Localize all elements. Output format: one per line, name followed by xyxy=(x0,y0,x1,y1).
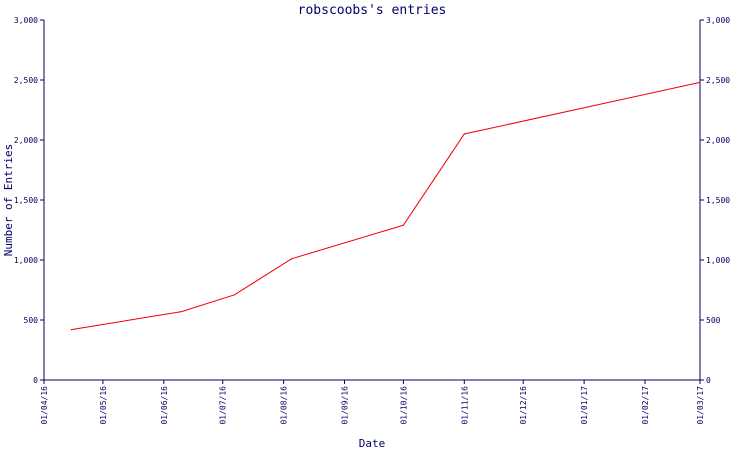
y-tick-label: 1,500 xyxy=(14,196,38,205)
plot-frame xyxy=(43,20,701,381)
x-tick-label: 01/08/16 xyxy=(280,386,289,425)
x-tick-label: 01/12/16 xyxy=(519,386,528,425)
y-tick-label: 0 xyxy=(33,376,38,385)
data-point xyxy=(180,311,183,313)
x-tick-label: 01/07/16 xyxy=(219,386,228,425)
x-tick-label: 01/11/16 xyxy=(460,386,469,425)
data-point xyxy=(233,294,236,296)
x-tick-label: 01/02/17 xyxy=(641,386,650,425)
x-tick-label: 01/09/16 xyxy=(341,386,350,425)
y-tick-label-right: 3,000 xyxy=(706,16,730,25)
series-layer xyxy=(70,81,701,331)
y-tick-label: 2,500 xyxy=(14,76,38,85)
y-tick-label-right: 2,000 xyxy=(706,136,730,145)
y-tick-label: 500 xyxy=(24,316,39,325)
y-tick-label-right: 0 xyxy=(706,376,711,385)
y-tick-label-right: 500 xyxy=(706,316,721,325)
x-tick-label: 01/03/17 xyxy=(696,386,705,425)
x-axis: 01/04/16 01/05/16 01/06/16 01/07/16 01/08/16… xyxy=(40,380,705,425)
data-point xyxy=(463,133,465,135)
y-tick-label-right: 1,500 xyxy=(706,196,730,205)
y-axis-right: 0 500 1,000 1,500 2,000 2,500 3,000 xyxy=(700,16,730,385)
x-tick-label: 01/05/16 xyxy=(99,386,108,425)
x-tick-label: 01/01/17 xyxy=(580,386,589,425)
chart-title: robscoobs's entries xyxy=(298,3,447,18)
x-tick-label: 01/10/16 xyxy=(399,386,408,425)
y-tick-label: 1,000 xyxy=(14,256,38,265)
y-tick-label-right: 1,000 xyxy=(706,256,730,265)
x-axis-title: Date xyxy=(359,437,386,450)
y-tick-label: 2,000 xyxy=(14,136,38,145)
series-line xyxy=(71,81,701,331)
data-point xyxy=(699,81,701,83)
y-axis-left: 0 500 1,000 1,500 2,000 2,500 3,000 xyxy=(14,16,44,385)
data-point xyxy=(290,258,293,260)
x-tick-label: 01/04/16 xyxy=(40,386,49,425)
data-point xyxy=(402,224,405,226)
y-tick-label: 3,000 xyxy=(14,16,38,25)
data-point xyxy=(70,329,73,331)
y-axis-title: Number of Entries xyxy=(2,144,15,257)
x-tick-label: 01/06/16 xyxy=(160,386,169,425)
y-tick-label-right: 2,500 xyxy=(706,76,730,85)
